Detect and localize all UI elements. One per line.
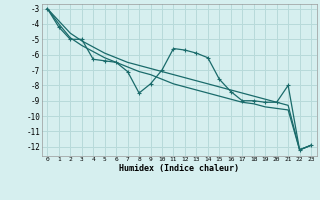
- X-axis label: Humidex (Indice chaleur): Humidex (Indice chaleur): [119, 164, 239, 173]
